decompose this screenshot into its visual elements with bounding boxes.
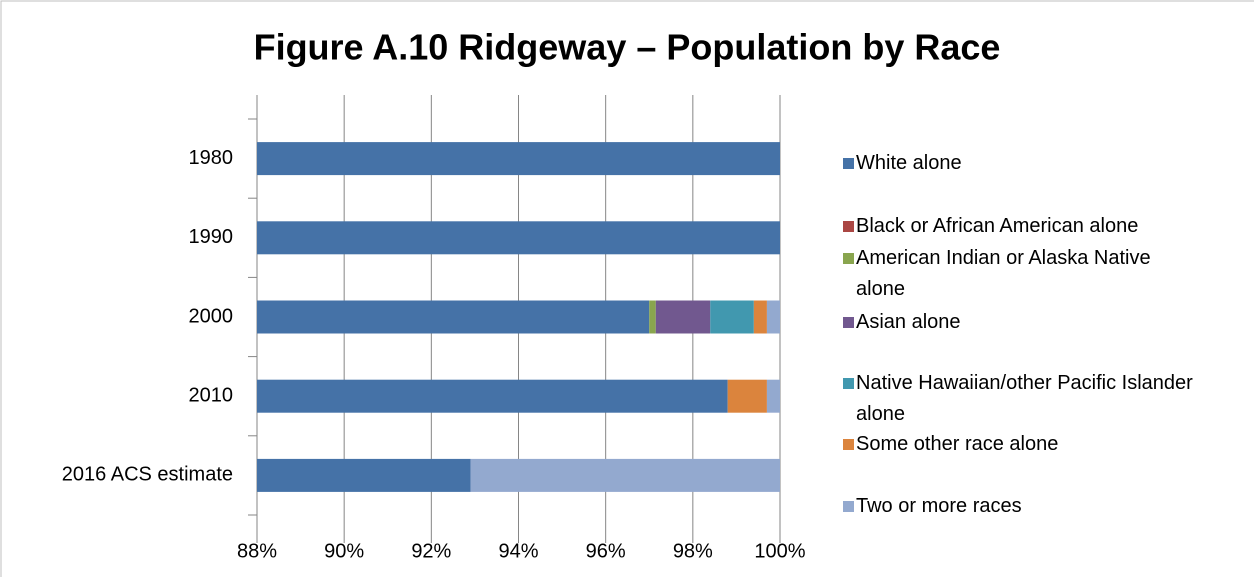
legend-item: Asian alone (843, 307, 1203, 338)
y-tick-label: 1990 (189, 226, 234, 248)
bar-segment (257, 300, 650, 334)
legend-label: Native Hawaiian/other Pacific Islander a… (856, 372, 1193, 425)
x-tick-label: 98% (673, 540, 713, 562)
bar-segment (727, 379, 767, 413)
y-tick-label: 1980 (189, 147, 234, 169)
bar-segment (710, 300, 754, 334)
y-tick-label: 2016 ACS estimate (62, 464, 233, 486)
legend-label: Asian alone (856, 311, 961, 333)
legend-label: American Indian or Alaska Native alone (856, 247, 1151, 300)
bar-segment (257, 379, 728, 413)
bar-segment (753, 300, 767, 334)
legend-item: Two or more races (843, 491, 1203, 522)
x-tick-label: 88% (237, 540, 277, 562)
legend-label: Two or more races (856, 495, 1022, 517)
bar-segment (766, 379, 780, 413)
legend-swatch (843, 439, 854, 450)
legend-swatch (843, 317, 854, 328)
legend-item: American Indian or Alaska Native alone (843, 243, 1203, 305)
y-tick-label: 2010 (189, 384, 234, 406)
legend-swatch (843, 221, 854, 232)
bar-segment (655, 300, 711, 334)
x-tick-label: 100% (754, 540, 805, 562)
x-tick-label: 96% (586, 540, 626, 562)
x-tick-label: 94% (498, 540, 538, 562)
bar-segment (257, 142, 780, 176)
x-tick-label: 90% (324, 540, 364, 562)
legend-item: White alone (843, 148, 1203, 179)
chart-title: Figure A.10 Ridgeway – Population by Rac… (254, 27, 1001, 68)
legend-label: White alone (856, 152, 962, 174)
x-tick-label: 92% (411, 540, 451, 562)
legend-swatch (843, 501, 854, 512)
legend-swatch (843, 253, 854, 264)
bar-segment (766, 300, 780, 334)
legend-swatch (843, 378, 854, 389)
legend-swatch (843, 158, 854, 169)
bar-segment (257, 458, 471, 492)
legend-item: Some other race alone (843, 429, 1203, 460)
legend-item: Black or African American alone (843, 211, 1203, 242)
legend-label: Black or African American alone (856, 215, 1139, 237)
bar-segment (649, 300, 656, 334)
y-tick-label: 2000 (189, 305, 234, 327)
bar-segment (470, 458, 780, 492)
bar-segment (257, 221, 780, 255)
legend-label: Some other race alone (856, 433, 1059, 455)
legend-item: Native Hawaiian/other Pacific Islander a… (843, 368, 1203, 430)
